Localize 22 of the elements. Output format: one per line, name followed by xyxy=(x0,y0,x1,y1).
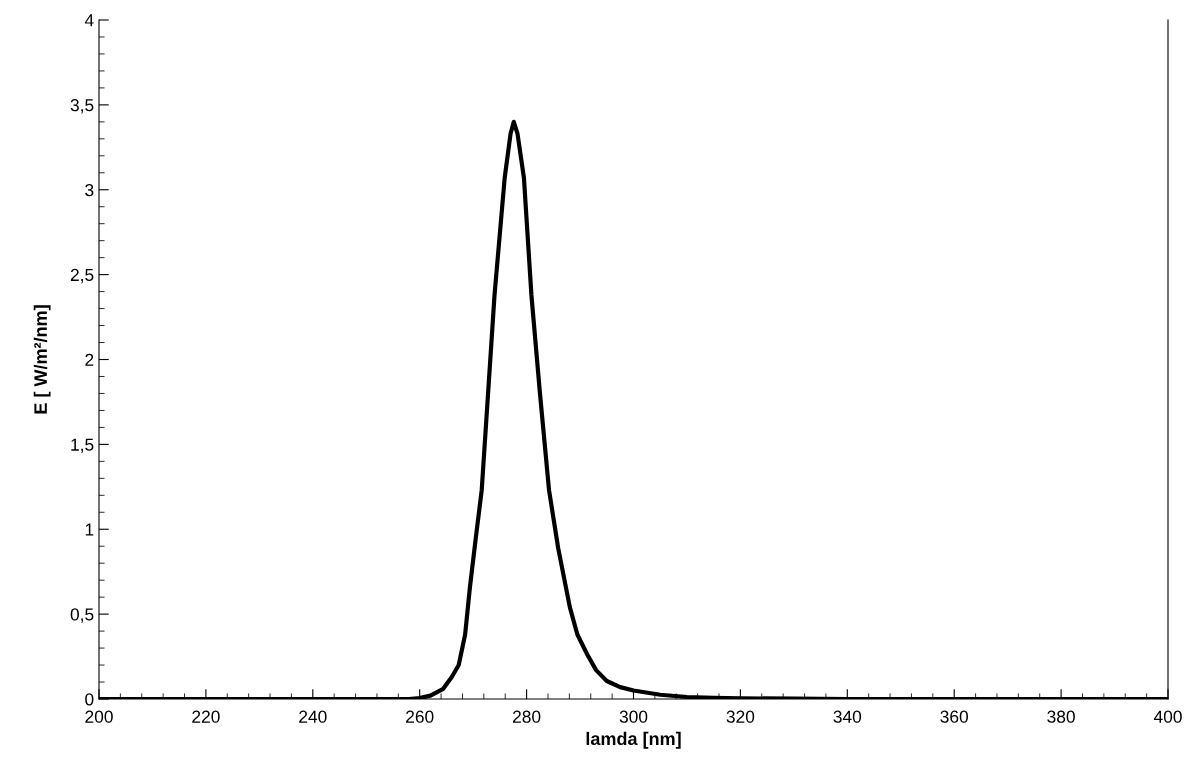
y-tick-label: 4 xyxy=(84,14,94,27)
x-tick-label: 260 xyxy=(406,710,434,723)
x-tick-label: 280 xyxy=(512,710,541,723)
y-tick-label: 2 xyxy=(85,353,94,366)
y-tick-label: 3,5 xyxy=(70,99,94,114)
y-tick-label: 3 xyxy=(85,183,94,197)
y-tick-label: 1,5 xyxy=(71,438,94,453)
x-tick-label: 380 xyxy=(1047,710,1075,723)
y-tick-label: 0 xyxy=(85,693,94,706)
x-tick-label: 340 xyxy=(833,710,862,723)
x-tick-label: 220 xyxy=(192,710,220,723)
x-tick-label: 240 xyxy=(299,710,327,723)
x-tick-label: 200 xyxy=(85,710,113,723)
x-tick-label: 400 xyxy=(1153,710,1182,723)
y-tick-label: 1 xyxy=(85,523,94,536)
x-tick-label: 360 xyxy=(940,710,969,723)
x-tick-label: 300 xyxy=(619,710,648,723)
y-tick-label: 0,5 xyxy=(70,608,94,623)
y-axis-title: E [ W/m²/nm] xyxy=(33,305,51,414)
y-tick-label: 2,5 xyxy=(70,268,94,284)
x-tick-label: 320 xyxy=(726,710,755,723)
x-axis-title: lamda [nm] xyxy=(586,731,681,749)
